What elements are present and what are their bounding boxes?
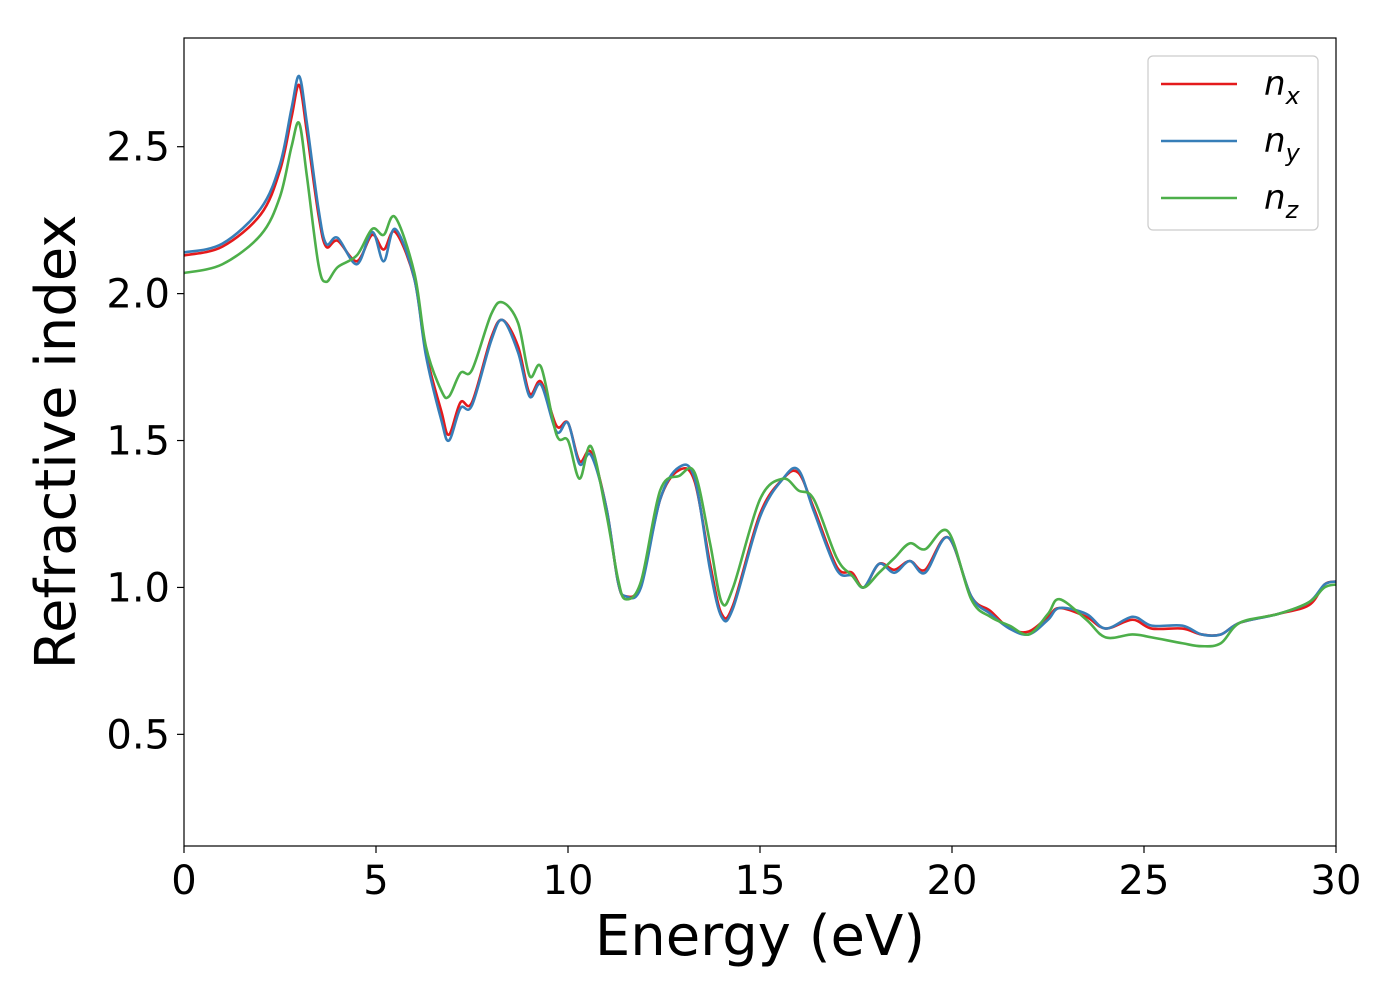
y-tick-label: 1.0 — [106, 565, 170, 611]
legend-label-nx: nx — [1264, 64, 1301, 110]
series-line-nz — [184, 121, 1336, 648]
y-tick-label: 2.5 — [106, 125, 170, 171]
legend-label-base: n — [1264, 121, 1286, 161]
legend-label-base: n — [1264, 64, 1286, 104]
x-tick-label: 20 — [927, 858, 978, 904]
x-tick-label: 10 — [543, 858, 594, 904]
x-tick-label: 15 — [735, 858, 786, 904]
legend-label-base: n — [1264, 178, 1286, 218]
series-layer — [184, 74, 1336, 648]
legend-label-nz: nz — [1264, 178, 1300, 224]
y-tick-label: 0.5 — [106, 712, 170, 758]
legend-label-subscript: x — [1285, 82, 1301, 110]
x-tick-label: 5 — [363, 858, 388, 904]
y-axis: 0.5 1.0 1.5 2.0 2.5 — [106, 125, 184, 758]
y-axis-label: Refractive index — [24, 215, 89, 670]
legend-label-subscript: y — [1285, 139, 1301, 167]
x-tick-label: 30 — [1311, 858, 1362, 904]
legend-label-ny: ny — [1264, 121, 1301, 167]
legend-label-subscript: z — [1285, 196, 1300, 224]
legend-box — [1147, 55, 1319, 231]
y-tick-label: 2.0 — [106, 272, 170, 318]
x-axis: 0 5 10 15 20 25 30 — [171, 846, 1361, 904]
x-tick-label: 0 — [171, 858, 196, 904]
x-tick-label: 25 — [1119, 858, 1170, 904]
y-tick-label: 1.5 — [106, 419, 170, 465]
series-line-ny — [184, 74, 1336, 638]
x-axis-label: Energy (eV) — [595, 904, 925, 969]
